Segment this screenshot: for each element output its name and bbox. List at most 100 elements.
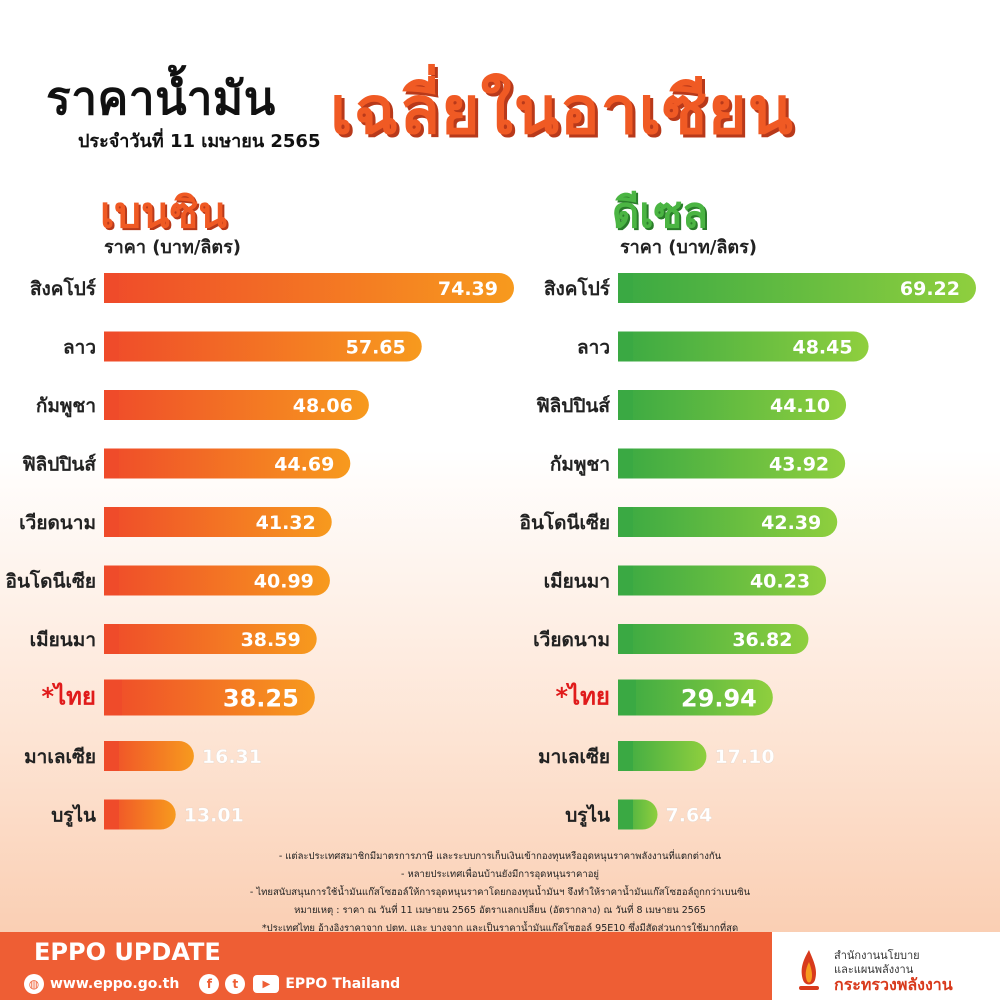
petrol-country-label: ฟิลิปปินส์: [22, 454, 96, 476]
diesel-bar-cap: [618, 565, 633, 596]
page-title: ราคาน้ำมัน: [46, 71, 276, 125]
website-link[interactable]: www.eppo.go.th: [50, 976, 180, 992]
diesel-country-label: สิงคโปร์: [544, 277, 611, 300]
twitter-icon[interactable]: t: [225, 974, 246, 994]
diesel-bar-cap: [618, 331, 633, 362]
petrol-bar-cap: [104, 448, 119, 479]
diesel-country-label: บรูไน: [565, 804, 610, 828]
petrol-bar-cap: [104, 624, 119, 654]
petrol-country-label: ลาว: [63, 337, 96, 359]
petrol-bar-cap: [104, 679, 122, 716]
petrol-chart-title: เบนซิน: [100, 188, 227, 237]
petrol-country-label: สิงคโปร์: [30, 277, 97, 300]
petrol-bar-cap: [104, 331, 119, 362]
footer-links: ◍ www.eppo.go.th f t ▶ EPPO Thailand: [24, 972, 400, 996]
diesel-bar-cap: [618, 624, 633, 654]
diesel-country-label: เมียนมา: [544, 571, 610, 593]
petrol-bar: [104, 507, 332, 537]
diesel-bar: [618, 624, 809, 654]
fuel-price-charts: สิงคโปร์ 74.39 ลาว 57.65 กัมพูชา 48.06 ฟิลิปปิ…: [6, 273, 976, 830]
youtube-icon[interactable]: ▶: [253, 975, 280, 993]
petrol-value-label: 48.06: [293, 395, 353, 417]
social-name[interactable]: EPPO Thailand: [285, 976, 401, 992]
diesel-bar: [618, 741, 707, 771]
footnote-line: *ประเทศไทย อ้างอิงราคาจาก ปตท. และ บางจา…: [261, 923, 739, 934]
petrol-bar: [104, 331, 422, 362]
petrol-bar: [104, 565, 330, 596]
diesel-country-label: *ไทย: [555, 682, 610, 711]
footnote-line: - ไทยสนับสนุนการใช้น้ำมันแก๊สโซฮอล์ให้กา…: [249, 887, 751, 898]
petrol-country-label: กัมพูชา: [36, 395, 96, 418]
diesel-value-label: 69.22: [900, 278, 960, 300]
page-title-highlight: เฉลี่ยในอาเซียน: [330, 72, 794, 149]
globe-icon: ◍: [24, 974, 44, 994]
diesel-bar-cap: [618, 507, 633, 537]
diesel-bar: [618, 565, 827, 596]
petrol-country-label: เมียนมา: [30, 629, 96, 651]
page-date: ประจำวันที่ 11 เมษายน 2565: [78, 131, 321, 152]
diesel-bar: [618, 331, 869, 362]
diesel-value-label: 48.45: [792, 337, 852, 359]
petrol-country-label: มาเลเซีย: [24, 746, 96, 768]
org-name-line-2: และแผนพลังงาน: [834, 963, 914, 976]
diesel-bar-cap: [618, 448, 633, 479]
petrol-country-label: *ไทย: [41, 682, 96, 711]
petrol-value-label: 38.25: [223, 685, 299, 713]
footer-bar: [0, 932, 1000, 1000]
petrol-value-label: 38.59: [241, 629, 301, 651]
diesel-value-label: 40.23: [750, 571, 810, 593]
petrol-bar-cap: [104, 390, 119, 420]
petrol-value-label: 74.39: [438, 278, 498, 300]
diesel-country-label: ลาว: [577, 337, 610, 359]
petrol-value-label: 44.69: [274, 454, 334, 476]
diesel-unit-label: ราคา (บาท/ลิตร): [620, 237, 758, 258]
petrol-country-label: บรูไน: [51, 804, 96, 828]
facebook-icon[interactable]: f: [199, 974, 220, 994]
petrol-bar-cap: [104, 799, 119, 830]
org-name-line-1: สำนักงานนโยบาย: [834, 949, 920, 962]
diesel-country-label: เวียดนาม: [533, 629, 610, 651]
petrol-bar-cap: [104, 273, 119, 303]
diesel-bar: [618, 448, 846, 479]
petrol-bar-cap: [104, 741, 119, 771]
petrol-country-label: อินโดนีเซีย: [6, 570, 96, 593]
diesel-bar-cap: [618, 273, 633, 303]
petrol-unit-label: ราคา (บาท/ลิตร): [104, 237, 242, 258]
ministry-flame-logo: [799, 950, 819, 990]
diesel-value-label: 44.10: [770, 395, 830, 417]
petrol-bar: [104, 624, 317, 654]
petrol-bar-cap: [104, 565, 119, 596]
diesel-value-label: 36.82: [732, 629, 792, 651]
petrol-value-label: 57.65: [346, 337, 406, 359]
diesel-value-label: 7.64: [666, 805, 713, 827]
petrol-country-label: เวียดนาม: [19, 512, 96, 534]
petrol-bar: [104, 390, 369, 420]
petrol-value-label: 13.01: [184, 805, 244, 827]
diesel-bar-cap: [618, 741, 633, 771]
diesel-value-label: 29.94: [681, 685, 757, 713]
footnotes: - แต่ละประเทศสมาชิกมีมาตรการภาษี และระบบ…: [150, 848, 850, 938]
footnote-line: หมายเหตุ : ราคา ณ วันที่ 11 เมษายน 2565 …: [294, 905, 706, 916]
eppo-update-label: EPPO UPDATE: [34, 938, 221, 966]
petrol-bar: [104, 741, 194, 771]
diesel-chart-title: ดีเซล: [612, 188, 708, 237]
footnote-line: - หลายประเทศเพื่อนบ้านยังมีการอุดหนุนราค…: [401, 869, 599, 880]
diesel-bar: [618, 273, 976, 303]
diesel-bar-cap: [618, 390, 633, 420]
petrol-value-label: 40.99: [254, 571, 314, 593]
diesel-bar: [618, 390, 847, 420]
diesel-value-label: 43.92: [769, 454, 829, 476]
footnote-line: - แต่ละประเทศสมาชิกมีมาตรการภาษี และระบบ…: [278, 851, 722, 862]
diesel-bar: [618, 507, 838, 537]
petrol-bar: [104, 799, 176, 830]
diesel-value-label: 17.10: [714, 746, 774, 768]
diesel-bar-cap: [618, 799, 633, 830]
diesel-bar-cap: [618, 679, 636, 716]
petrol-bar: [104, 273, 514, 303]
diesel-value-label: 42.39: [761, 512, 821, 534]
petrol-bar: [104, 679, 315, 716]
petrol-value-label: 16.31: [202, 746, 262, 768]
diesel-country-label: อินโดนีเซีย: [520, 511, 610, 534]
ministry-name: กระทรวงพลังงาน: [834, 975, 953, 994]
petrol-bar-cap: [104, 507, 119, 537]
